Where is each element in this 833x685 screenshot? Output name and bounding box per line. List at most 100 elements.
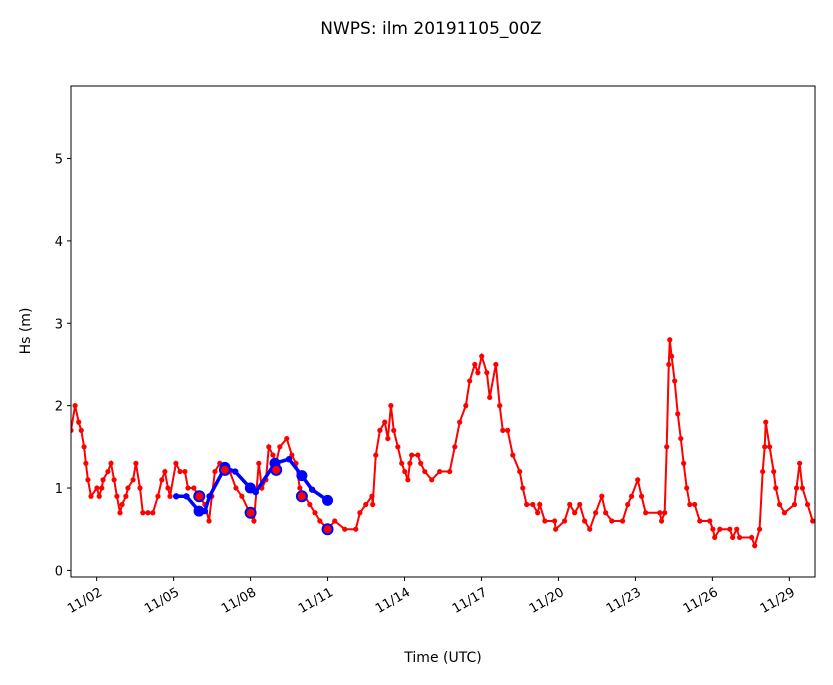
observed-point [308,486,316,493]
model-point [681,460,687,466]
model-point [251,518,257,524]
model-point [797,460,803,466]
model-point [388,403,394,409]
model-daily-marker [218,463,231,476]
model-point [71,427,74,433]
model-point [587,526,593,532]
model-point [730,534,736,541]
model-point [206,518,212,524]
model-point [85,477,91,483]
model-point [111,477,117,483]
model-point [140,510,146,516]
model-point [484,370,490,376]
model-point [409,452,415,458]
model-point [96,493,102,499]
model-point [395,444,401,450]
x-tick-label: 11/08 [219,585,259,617]
model-point [667,337,673,343]
model-point [353,526,359,532]
model-point [643,510,649,516]
model-point [771,468,777,475]
model-point [638,493,645,499]
model-point [562,518,568,524]
model-point [628,493,635,499]
observed-daily-point [322,494,334,506]
x-tick-label: 11/14 [373,585,413,617]
model-point [687,501,693,508]
model-point [83,460,89,466]
model-point [760,468,766,475]
y-tick-label: 5 [55,152,63,167]
model-series-line [71,339,814,549]
model-point [133,460,139,466]
model-point [297,485,303,491]
observed-daily-point [296,470,308,482]
model-point [369,493,375,499]
model-point [382,419,388,425]
model-daily-marker [321,523,334,536]
model-point [530,501,536,508]
model-point [415,452,421,458]
model-point [100,477,106,483]
axes-frame [70,85,816,578]
model-point [524,501,530,508]
model-daily-marker [270,463,283,476]
model-point [99,485,105,491]
model-point [510,452,516,458]
model-point [762,444,768,450]
model-point [177,468,183,475]
model-point [625,501,631,508]
model-point [717,526,723,532]
model-point [108,460,114,466]
model-point [370,501,376,508]
x-tick-label: 11/11 [296,585,336,617]
model-point [635,477,641,483]
model-point [385,435,391,442]
model-point [712,534,718,541]
model-point [191,485,197,491]
model-point [668,353,675,359]
model-point [233,485,239,491]
model-point [452,444,458,450]
model-point [599,493,605,499]
model-point [791,501,798,508]
model-point [763,419,769,425]
model-point [497,403,503,409]
model-point [270,452,276,458]
model-point [407,460,413,466]
model-point [150,510,156,516]
model-point [710,526,716,532]
model-daily-marker [244,506,257,519]
model-point [137,485,143,491]
model-point [479,353,485,359]
model-point [117,510,123,516]
model-point [609,518,615,524]
model-point [332,518,338,524]
model-point [167,493,173,499]
model-point [666,361,672,368]
model-point [520,485,526,491]
model-point [684,485,690,491]
model-point [463,403,469,409]
x-axis: 11/02 11/05 11/08 11/11 11/14 11/17 11/20 11/23… [65,577,798,617]
model-point [145,510,151,516]
model-point [793,485,800,491]
model-point [493,361,499,368]
model-point [658,518,665,524]
model-point [212,468,218,475]
model-point [81,444,87,450]
model-point [88,493,94,499]
model-point [577,501,583,508]
observed-point [172,493,180,500]
model-point [289,452,295,458]
model-point [472,361,478,368]
plot-area [71,337,815,549]
model-point [804,501,811,508]
model-point [402,468,408,475]
model-point [727,526,733,532]
model-point [76,419,82,425]
model-point [542,518,548,524]
x-tick-label: 11/29 [758,585,798,617]
model-point [467,378,473,384]
model-point [125,485,131,491]
